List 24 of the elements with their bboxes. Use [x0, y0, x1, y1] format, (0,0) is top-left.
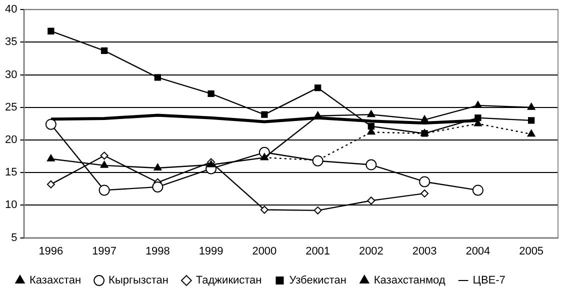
- x-tick-label: 1998: [145, 245, 170, 258]
- y-tick-label: 30: [4, 68, 18, 81]
- legend-label: Казахстан: [30, 274, 82, 287]
- y-tick-label: 25: [4, 101, 18, 114]
- legend-label: ЦВЕ-7: [472, 274, 506, 287]
- y-tick-label: 40: [4, 4, 18, 16]
- y-tick-label: 35: [4, 36, 18, 48]
- x-tick-label: 1997: [92, 245, 117, 258]
- x-tick-label: 1996: [38, 245, 64, 258]
- y-tick-label: 15: [4, 166, 18, 179]
- x-tick-label: 1999: [198, 245, 224, 258]
- legend-label: Казахстанмод: [374, 274, 446, 287]
- x-tick-label: 2003: [412, 245, 437, 258]
- x-tick-label: 2000: [252, 245, 277, 258]
- y-tick-label: 5: [11, 232, 18, 244]
- x-tick-label: 2005: [519, 245, 544, 258]
- x-tick-label: 2001: [306, 245, 330, 258]
- x-tick-label: 2002: [358, 245, 384, 258]
- legend-label: Узбекистан: [289, 274, 346, 287]
- y-tick-label: 10: [4, 199, 18, 212]
- legend-label: Таджикистан: [196, 274, 262, 287]
- legend-label: Кыргызстан: [108, 274, 168, 287]
- x-tick-label: 2004: [466, 245, 490, 258]
- y-tick-label: 20: [4, 134, 18, 146]
